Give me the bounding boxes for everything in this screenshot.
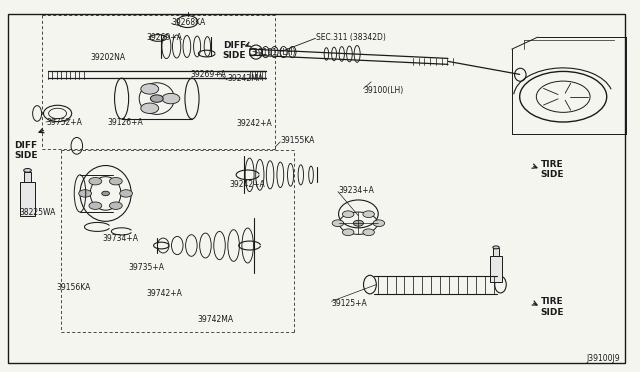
Text: 39234+A: 39234+A: [338, 186, 374, 195]
Text: J39100J9: J39100J9: [586, 355, 620, 363]
Text: 38225WA: 38225WA: [19, 208, 56, 217]
Circle shape: [342, 211, 354, 218]
Text: 39202NA: 39202NA: [91, 53, 126, 62]
Ellipse shape: [493, 246, 499, 249]
Text: 39742MA: 39742MA: [197, 315, 233, 324]
Text: 39268KA: 39268KA: [172, 18, 206, 27]
Ellipse shape: [24, 169, 31, 172]
Text: 39734+A: 39734+A: [102, 234, 138, 243]
Circle shape: [102, 191, 109, 196]
Circle shape: [342, 229, 354, 235]
Bar: [490, 256, 502, 282]
Text: 39156KA: 39156KA: [56, 283, 91, 292]
Text: 39269+A: 39269+A: [191, 70, 227, 79]
Circle shape: [141, 84, 159, 94]
Circle shape: [79, 190, 92, 197]
Circle shape: [89, 177, 102, 185]
Circle shape: [363, 229, 374, 235]
Text: DIFF
SIDE: DIFF SIDE: [14, 141, 38, 160]
Circle shape: [332, 220, 344, 227]
Bar: [493, 248, 499, 256]
Text: 39155KA: 39155KA: [280, 136, 315, 145]
Text: 39100(LH): 39100(LH): [364, 86, 404, 94]
Circle shape: [89, 202, 102, 209]
Circle shape: [363, 211, 374, 218]
Circle shape: [109, 177, 122, 185]
Text: 39269+A: 39269+A: [146, 33, 182, 42]
Text: 39735+A: 39735+A: [128, 263, 164, 272]
Text: 39125+A: 39125+A: [332, 299, 367, 308]
Circle shape: [141, 103, 159, 113]
Text: TIRE
SIDE: TIRE SIDE: [541, 160, 564, 179]
Bar: [20, 182, 35, 216]
Circle shape: [120, 190, 132, 197]
Text: 39752+A: 39752+A: [46, 118, 82, 126]
Text: SEC.311 (38342D): SEC.311 (38342D): [316, 33, 385, 42]
Circle shape: [373, 220, 385, 227]
Circle shape: [150, 95, 163, 102]
Text: 39242+A: 39242+A: [237, 119, 273, 128]
Text: 39126+A: 39126+A: [108, 118, 143, 126]
Text: 39242MA: 39242MA: [227, 74, 263, 83]
Text: 39101 (LH): 39101 (LH): [253, 48, 295, 57]
Bar: [24, 172, 31, 182]
Circle shape: [109, 202, 122, 209]
Text: TIRE
SIDE: TIRE SIDE: [541, 297, 564, 317]
Text: DIFF
SIDE: DIFF SIDE: [223, 41, 246, 60]
Text: 39742+A: 39742+A: [146, 289, 182, 298]
Circle shape: [162, 93, 180, 104]
Circle shape: [353, 220, 364, 226]
Text: 39242+A: 39242+A: [229, 180, 265, 189]
